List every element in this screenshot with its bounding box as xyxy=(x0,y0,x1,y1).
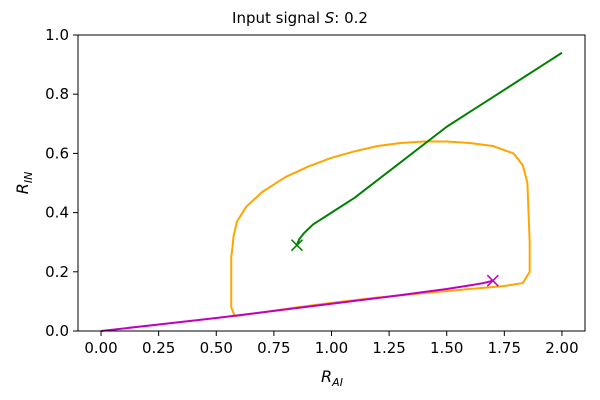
x-tick-label-5: 1.25 xyxy=(372,339,405,357)
x-axis-label-sub: AI xyxy=(331,376,343,389)
chart-title-variable: S xyxy=(325,9,335,27)
y-tick-label-0: 0.0 xyxy=(45,322,69,340)
chart-title: Input signal S: 0.2 xyxy=(232,9,368,27)
marker-x-1 xyxy=(290,239,303,252)
y-tick-label-3: 0.6 xyxy=(45,144,69,162)
series-line-3 xyxy=(100,279,494,332)
y-tick-label-2: 0.4 xyxy=(45,204,69,222)
y-tick-label-1: 0.2 xyxy=(45,263,69,281)
x-axis-label: RAI xyxy=(321,367,343,389)
x-tick-label-8: 2.00 xyxy=(545,339,578,357)
chart-title-prefix: Input signal xyxy=(232,9,325,27)
y-axis-label: RIN xyxy=(13,172,35,195)
y-tick-label-5: 1.0 xyxy=(45,26,69,44)
chart-title-suffix: : 0.2 xyxy=(334,9,368,27)
y-axis-label-sub: IN xyxy=(22,172,35,183)
x-tick-label-0: 0.00 xyxy=(84,339,117,357)
y-axis-label-main: R xyxy=(13,183,32,194)
axes-frame xyxy=(77,34,586,332)
x-tick-label-6: 1.50 xyxy=(430,339,463,357)
x-tick-label-4: 1.00 xyxy=(315,339,348,357)
x-axis-label-main: R xyxy=(321,367,332,386)
plot-area: 0.00 0.25 0.50 0.75 1.00 1.25 1.50 1.75 2.00 0.0 0… xyxy=(45,26,586,357)
series-line-2 xyxy=(295,51,563,246)
marker-x-2 xyxy=(486,274,499,287)
x-tick-label-2: 0.50 xyxy=(200,339,233,357)
x-tick-label-3: 0.75 xyxy=(257,339,290,357)
x-tick-label-1: 0.25 xyxy=(142,339,175,357)
y-tick-label-4: 0.8 xyxy=(45,85,69,103)
x-tick-label-7: 1.75 xyxy=(488,339,521,357)
series-line-1 xyxy=(230,140,531,318)
